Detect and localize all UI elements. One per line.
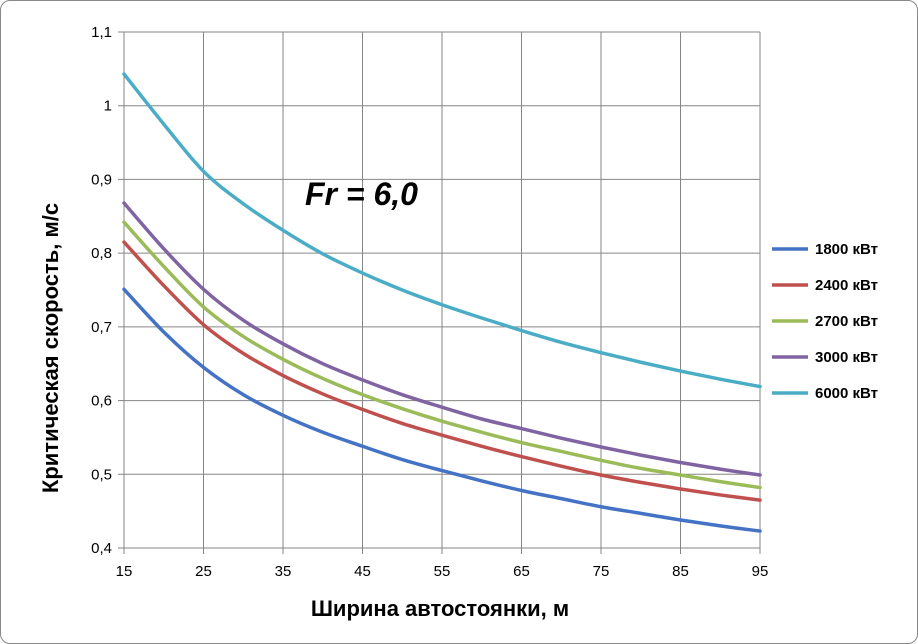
series-line: [122, 240, 762, 502]
y-tick-label: 0,8: [91, 245, 112, 262]
series-line: [122, 287, 762, 533]
x-tick-label: 75: [593, 563, 610, 580]
series-line: [122, 201, 762, 477]
x-tick-label: 45: [354, 563, 371, 580]
series-line: [122, 220, 762, 490]
y-axis-label: Критическая скорость, м/с: [38, 203, 63, 493]
x-tick-label: 85: [672, 563, 689, 580]
series-line: [122, 72, 762, 389]
y-tick-label: 0,7: [91, 319, 112, 336]
legend: 1800 кВт 2400 кВт 2700 кВт 3000 кВт 6000 кВт: [772, 241, 878, 402]
series-lines: [122, 72, 762, 533]
y-tick-label: 1,1: [91, 24, 112, 41]
grid: [118, 31, 761, 554]
x-tick-label: 65: [513, 563, 530, 580]
x-tick-label: 35: [275, 563, 292, 580]
y-tick-label: 0,6: [91, 393, 112, 410]
x-tick-label: 95: [752, 563, 769, 580]
y-tick-label: 1: [104, 98, 112, 115]
legend-label: 2700 кВт: [815, 313, 878, 330]
legend-label: 3000 кВт: [815, 349, 878, 366]
legend-label: 6000 кВт: [815, 385, 878, 402]
y-tick-label: 0,9: [91, 171, 112, 188]
x-tick-label: 25: [195, 563, 212, 580]
y-tick-label: 0,4: [91, 540, 112, 557]
y-tick-label: 0,5: [91, 466, 112, 483]
x-tick-label: 15: [116, 563, 133, 580]
x-tick-label: 55: [434, 563, 451, 580]
tick-labels: 0,4 0,5 0,6 0,7 0,8 0,9 1 1,1 15 25 35 45 55 65 75 85 95: [91, 24, 768, 580]
x-axis-label: Ширина автостоянки, м: [311, 596, 569, 621]
chart-annotation: Fr = 6,0: [305, 176, 418, 212]
legend-label: 2400 кВт: [815, 277, 878, 294]
legend-label: 1800 кВт: [815, 241, 878, 258]
